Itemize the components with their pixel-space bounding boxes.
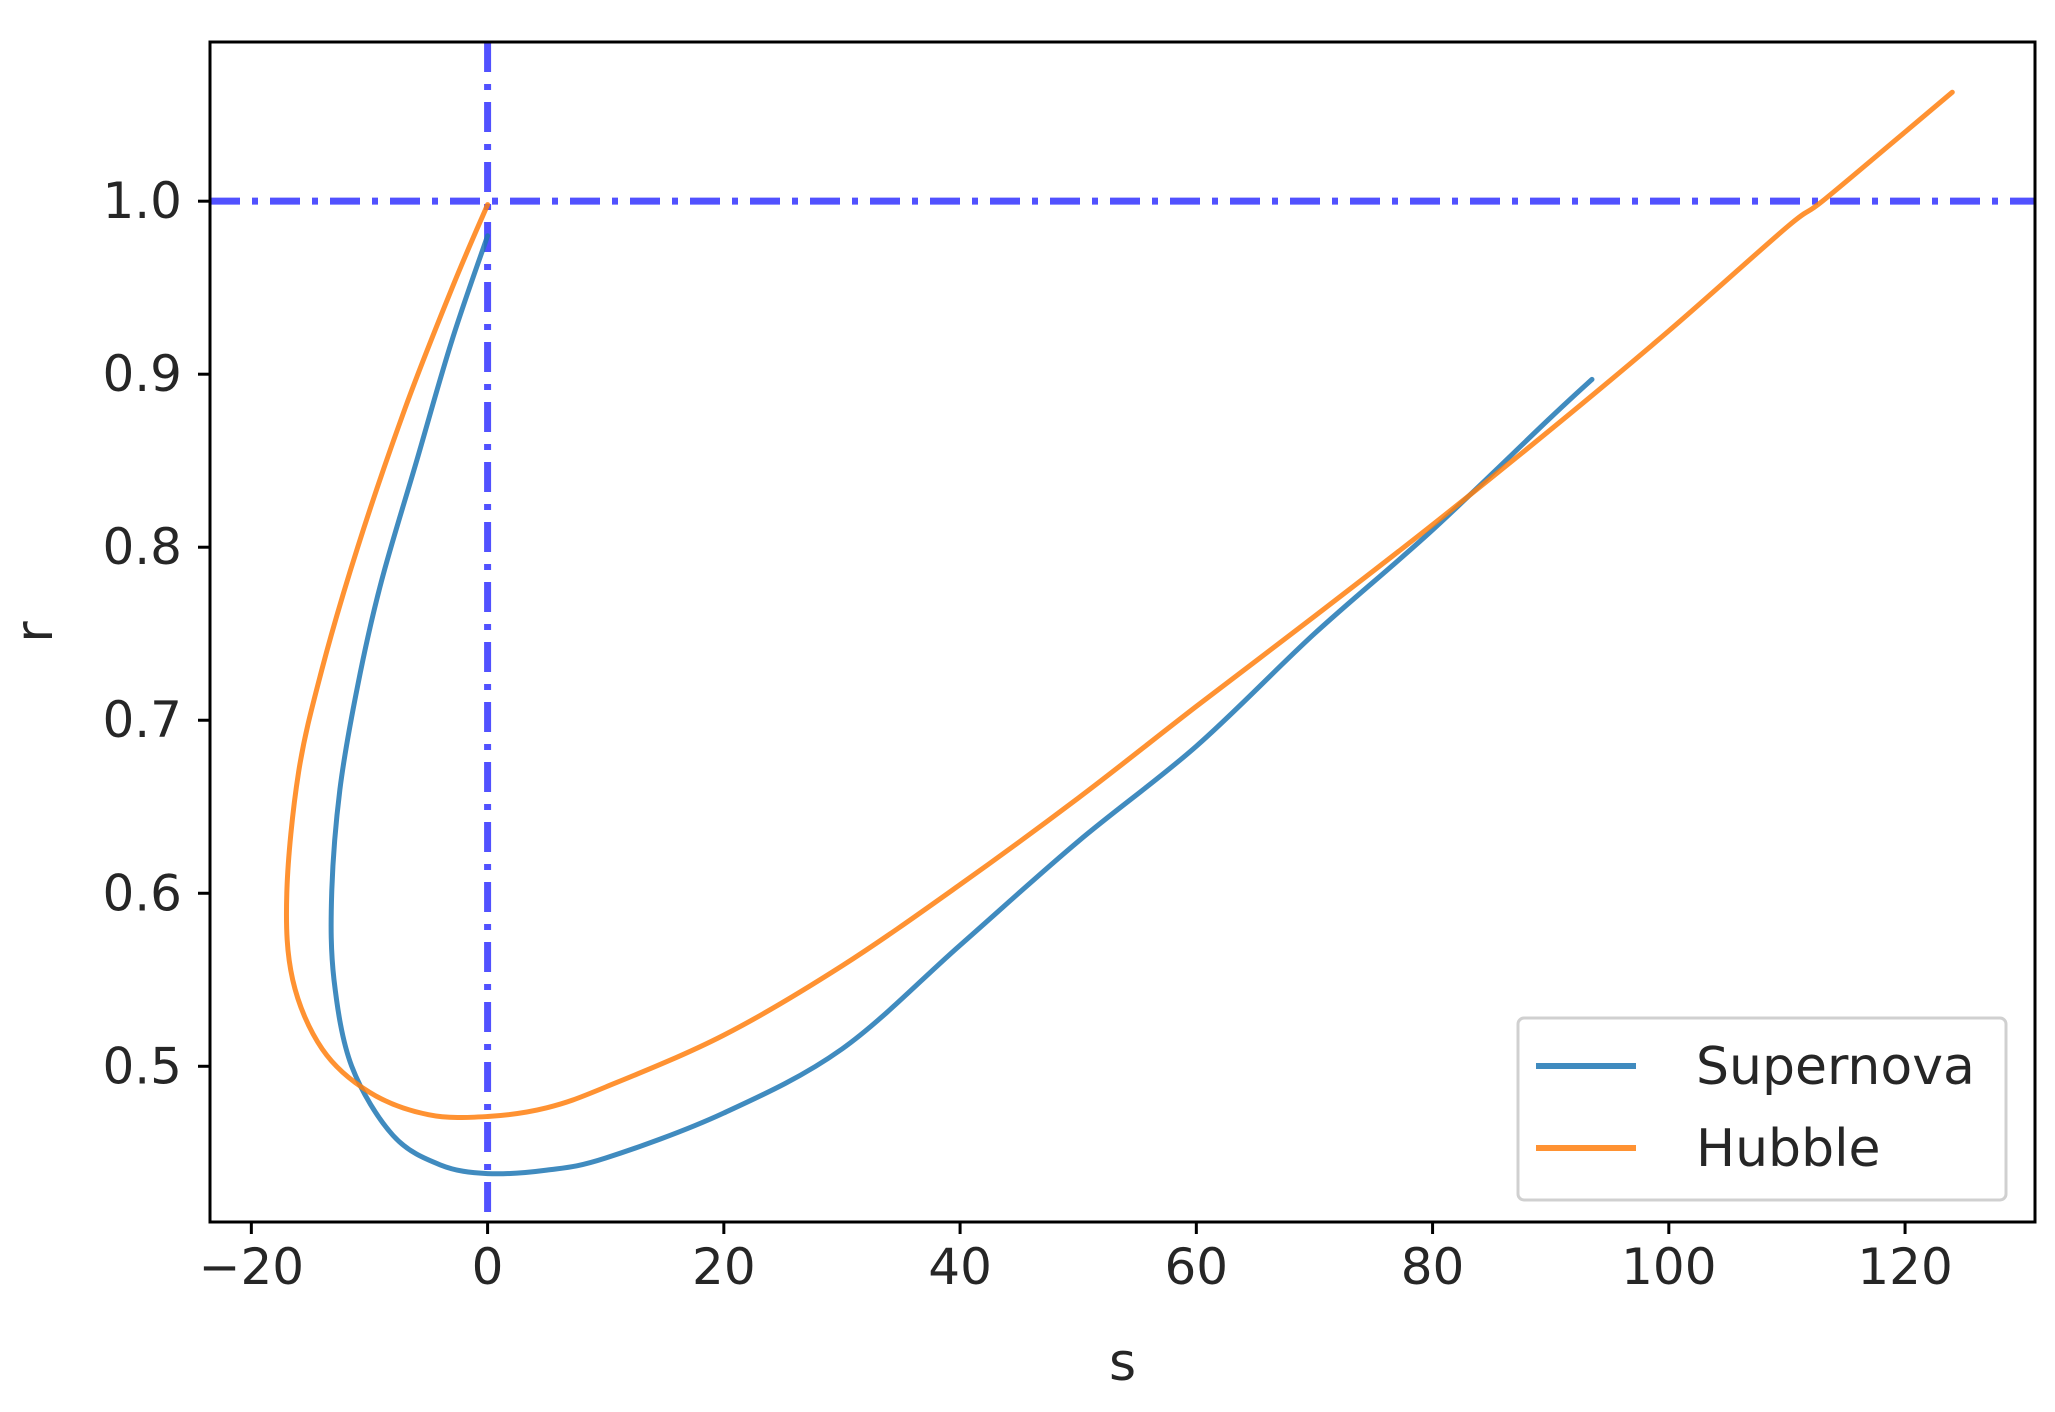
- x-tick-label: 100: [1621, 1238, 1716, 1296]
- x-axis-ticks: −20 0 20 40 60 80 100 120: [199, 1222, 1953, 1296]
- y-tick-label: 1.0: [102, 172, 182, 230]
- y-tick-label: 0.7: [102, 691, 182, 749]
- legend: Supernova Hubble: [1516, 1016, 2008, 1202]
- x-tick-label: 60: [1165, 1238, 1229, 1296]
- x-tick-label: 40: [928, 1238, 992, 1296]
- series-line-supernova: [328, 233, 1595, 1177]
- legend-box: [1516, 1016, 2008, 1202]
- x-tick-label: −20: [199, 1238, 305, 1296]
- series-line-hubble: [283, 89, 1955, 1121]
- x-tick-label: 20: [692, 1238, 756, 1296]
- y-tick-label: 0.5: [102, 1037, 182, 1095]
- x-tick-label: 80: [1401, 1238, 1465, 1296]
- y-axis-ticks: 0.5 0.6 0.7 0.8 0.9 1.0: [102, 172, 210, 1095]
- x-tick-label: 120: [1857, 1238, 1952, 1296]
- plot-frame: [208, 40, 2037, 1224]
- legend-label-supernova: Supernova: [1696, 1037, 1975, 1097]
- series-layer: [283, 89, 1955, 1177]
- legend-label-hubble: Hubble: [1696, 1119, 1881, 1179]
- x-tick-label: 0: [472, 1238, 504, 1296]
- y-tick-label: 0.6: [102, 864, 182, 922]
- x-axis-label: s: [1109, 1333, 1136, 1393]
- y-tick-label: 0.8: [102, 518, 182, 576]
- y-axis-label: r: [5, 621, 65, 643]
- y-tick-label: 0.9: [102, 345, 182, 403]
